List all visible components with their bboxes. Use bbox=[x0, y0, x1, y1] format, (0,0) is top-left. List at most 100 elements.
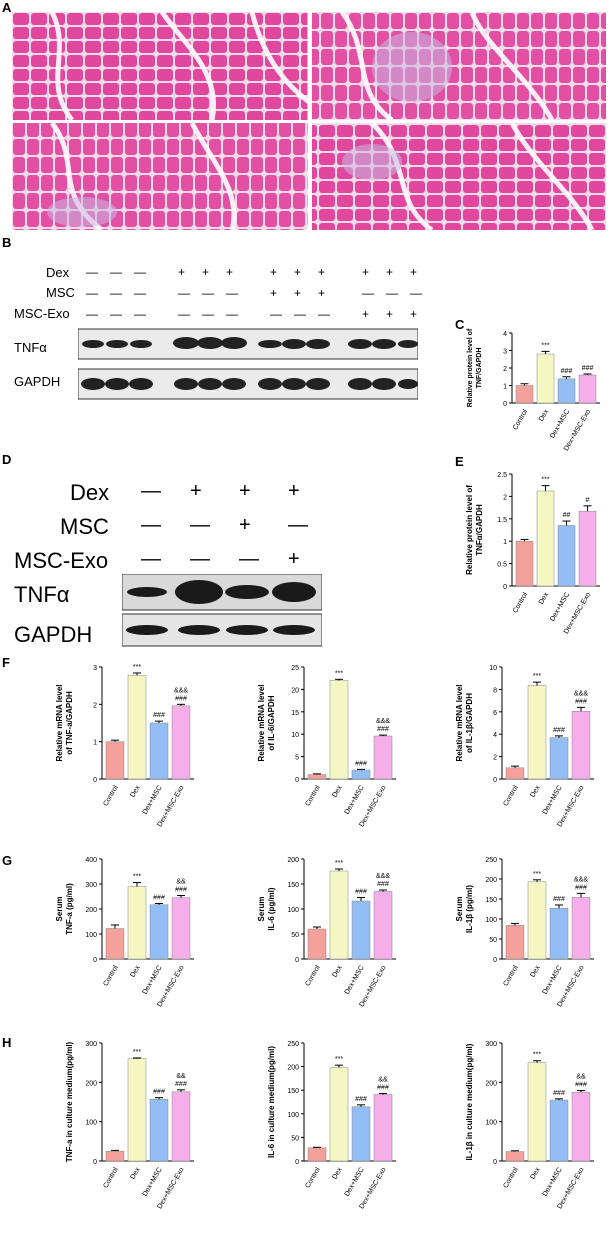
y-tick-label: 10 bbox=[291, 732, 299, 739]
significance-label: ### bbox=[377, 1085, 389, 1092]
category-label: Dex+MSC bbox=[344, 785, 366, 816]
y-tick-label: 2.5 bbox=[497, 472, 507, 479]
y-axis-label: Serum bbox=[455, 897, 464, 922]
panel-letter-a: A bbox=[2, 0, 12, 15]
wb-sign: + bbox=[190, 480, 202, 502]
wb-sign: — bbox=[239, 548, 259, 570]
y-tick-label: 100 bbox=[287, 1112, 299, 1119]
wb-sign: + bbox=[318, 265, 326, 279]
chart-h2: 0 50 100 150 200 250 IL-6 in culture medium(pg… bbox=[267, 1041, 396, 1210]
wb-sign: + bbox=[410, 265, 418, 279]
significance-label: *** bbox=[133, 874, 141, 881]
category-label: Dex+MSC bbox=[542, 785, 564, 816]
wb-sign: + bbox=[239, 480, 251, 502]
significance-label: && bbox=[378, 1077, 388, 1084]
wb-sign: — bbox=[226, 286, 238, 300]
y-tick-label: 0 bbox=[503, 401, 507, 408]
y-tick-label: 0 bbox=[295, 957, 299, 964]
wb-sign: — bbox=[294, 307, 306, 321]
chart-h1: 0 100 200 300 TNF-a in culture medium(pg/ml)… bbox=[65, 1041, 194, 1210]
wb-sign: — bbox=[202, 307, 214, 321]
panel-letter-h: H bbox=[2, 1035, 12, 1050]
y-axis-label: IL-6 in culture medium(pg/ml) bbox=[267, 1046, 276, 1158]
significance-label: ### bbox=[553, 727, 565, 734]
y-tick-label: 100 bbox=[485, 917, 497, 924]
wb-sign: — bbox=[190, 548, 210, 570]
category-label: Dex bbox=[529, 964, 542, 979]
y-tick-label: 200 bbox=[85, 907, 97, 914]
y-axis-label: TNF/GAPDH bbox=[476, 348, 483, 389]
category-label: Control bbox=[102, 964, 120, 987]
chart-f1: 0 1 2 3 Relative mRNA level of TNF-a/GAPDH Con… bbox=[55, 664, 194, 828]
chart-h3: 0 100 200 300 IL-1β in culture medium(pg/ml)… bbox=[465, 1041, 594, 1210]
y-axis-label: IL-1β in culture medium(pg/ml) bbox=[465, 1043, 474, 1160]
y-tick-label: 4 bbox=[503, 331, 507, 338]
y-tick-label: 20 bbox=[291, 687, 299, 694]
wb-d-band-label-tnfa: TNFα bbox=[14, 582, 70, 607]
significance-label: && bbox=[176, 879, 186, 886]
bar bbox=[578, 374, 597, 404]
bar bbox=[549, 737, 569, 780]
category-label: Dex bbox=[129, 964, 142, 979]
wb-sign: — bbox=[288, 514, 308, 536]
panel-letter-e: E bbox=[455, 454, 464, 469]
bar bbox=[515, 540, 534, 587]
y-tick-label: 50 bbox=[489, 937, 497, 944]
bar bbox=[571, 710, 591, 780]
category-label: Control bbox=[102, 784, 120, 807]
bar bbox=[536, 490, 555, 587]
significance-label: ### bbox=[377, 881, 389, 888]
category-label: Control bbox=[304, 784, 322, 807]
significance-label: ### bbox=[175, 1081, 187, 1088]
wb-sign: — bbox=[86, 265, 98, 279]
western-blot-d: Dex MSC MSC-Exo TNFα GAPDH — + + + — — + — — — — + bbox=[0, 468, 440, 648]
bar bbox=[557, 525, 576, 587]
wb-sign: — bbox=[318, 307, 330, 321]
chart-e: 0 0.5 1 1.5 2 2.5 Relative protein level of TNF… bbox=[465, 472, 600, 635]
significance-label: ### bbox=[153, 895, 165, 902]
bar bbox=[373, 891, 393, 960]
significance-label: ### bbox=[575, 1082, 587, 1089]
y-tick-label: 300 bbox=[85, 882, 97, 889]
wb-sign: + bbox=[178, 265, 186, 279]
bar bbox=[171, 1091, 191, 1162]
chart-f2: 0 5 10 15 20 25 Relative mRNA level of IL-6/GAP… bbox=[257, 665, 396, 828]
bar bbox=[127, 886, 147, 960]
panel-letter-c: C bbox=[455, 317, 465, 332]
bar bbox=[549, 1099, 569, 1162]
panel-letter-d: D bbox=[2, 452, 12, 467]
histology-image bbox=[12, 10, 606, 233]
y-tick-label: 100 bbox=[85, 1120, 97, 1127]
significance-label: # bbox=[586, 497, 590, 504]
wb-sign: — bbox=[110, 265, 122, 279]
bar bbox=[515, 385, 534, 404]
significance-label: &&& bbox=[574, 876, 588, 883]
significance-label: ## bbox=[563, 512, 571, 519]
bar bbox=[307, 928, 327, 960]
y-tick-label: 50 bbox=[291, 1135, 299, 1142]
wb-sign: + bbox=[362, 265, 370, 279]
wb-sign: — bbox=[86, 286, 98, 300]
y-tick-label: 0 bbox=[93, 957, 97, 964]
bar bbox=[105, 1150, 125, 1162]
wb-d-row-label-dex: Dex bbox=[70, 480, 110, 505]
significance-label: &&& bbox=[376, 873, 390, 880]
chart-g1: 0 100 200 300 400 Serum TNF-a (pg/ml) Control **… bbox=[55, 857, 194, 1008]
significance-label: &&& bbox=[376, 718, 390, 725]
significance-label: *** bbox=[335, 1056, 343, 1063]
category-label: Control bbox=[304, 1166, 322, 1189]
significance-label: ### bbox=[355, 760, 367, 767]
category-label: Control bbox=[502, 964, 520, 987]
y-tick-label: 25 bbox=[291, 665, 299, 672]
y-tick-label: 0 bbox=[493, 957, 497, 964]
y-tick-label: 0 bbox=[503, 584, 507, 591]
y-tick-label: 50 bbox=[291, 932, 299, 939]
wb-sign: + bbox=[294, 286, 302, 300]
wb-sign: + bbox=[294, 265, 302, 279]
y-tick-label: 2 bbox=[93, 702, 97, 709]
category-label: Dex+MSC bbox=[142, 1167, 164, 1198]
wb-sign: — bbox=[141, 514, 161, 536]
significance-label: ### bbox=[377, 726, 389, 733]
wb-d-row-label-msc-exo: MSC-Exo bbox=[14, 548, 109, 573]
bar bbox=[127, 674, 147, 780]
